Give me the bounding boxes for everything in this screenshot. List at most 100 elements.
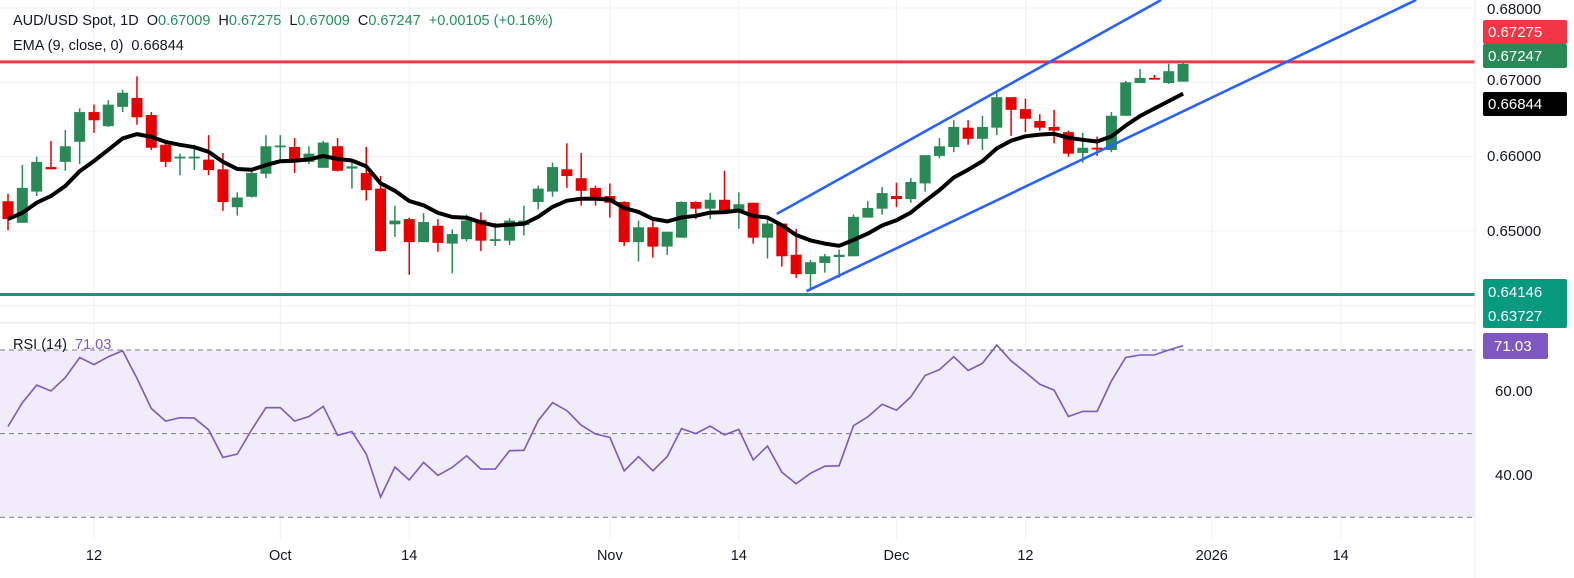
candle bbox=[905, 178, 917, 203]
date-tick: 14 bbox=[731, 548, 747, 564]
candle-body bbox=[618, 202, 630, 243]
candle-body bbox=[976, 126, 988, 139]
candle bbox=[45, 141, 57, 170]
candle bbox=[1163, 63, 1175, 84]
candle-body bbox=[719, 199, 730, 211]
candle-body bbox=[876, 193, 888, 209]
svg-text:71.03: 71.03 bbox=[1494, 338, 1532, 355]
candle bbox=[1148, 74, 1160, 80]
candle bbox=[418, 213, 430, 243]
candle-body bbox=[389, 220, 401, 225]
candle-body bbox=[274, 145, 286, 148]
candle-body bbox=[1048, 126, 1060, 131]
channel-upper-line bbox=[776, 0, 1162, 216]
date-axis[interactable]: 12 Oct 14 Nov 14 Dec 12 2026 14 bbox=[86, 548, 1349, 564]
candle-body bbox=[145, 115, 157, 148]
close-value: 0.67247 bbox=[368, 13, 421, 29]
close-label: C bbox=[357, 13, 369, 29]
candle bbox=[719, 170, 730, 214]
candle bbox=[704, 193, 716, 220]
candle-body bbox=[776, 223, 788, 257]
candle-body bbox=[919, 155, 931, 184]
price-axis[interactable]: 0.68000 0.67275 0.67247 0.67000 0.66844 … bbox=[1483, 1, 1567, 328]
price-tick: 0.68000 bbox=[1487, 1, 1541, 18]
candle bbox=[976, 115, 988, 150]
candle bbox=[59, 129, 71, 171]
candle-body bbox=[1091, 147, 1103, 150]
trend-channel[interactable] bbox=[776, 0, 1417, 293]
support-price-tag: 0.64146 0.63727 bbox=[1483, 279, 1567, 328]
symbol-name: AUD/USD Spot, 1D bbox=[13, 13, 139, 29]
rsi-axis[interactable]: 60.00 40.00 71.03 bbox=[1483, 333, 1548, 484]
candle bbox=[231, 192, 243, 216]
candle-body bbox=[289, 146, 301, 160]
date-tick: Oct bbox=[269, 548, 292, 564]
ema-legend[interactable]: EMA (9, close, 0) 0.66844 bbox=[13, 38, 184, 54]
last-price-tag: 0.67247 bbox=[1483, 44, 1567, 68]
candle-body bbox=[504, 220, 516, 241]
candle bbox=[131, 76, 143, 125]
candle-body bbox=[1177, 63, 1189, 82]
candle bbox=[776, 223, 788, 267]
candle-body bbox=[188, 156, 200, 159]
candle-body bbox=[74, 112, 86, 142]
candle bbox=[847, 214, 859, 257]
high-value: 0.67275 bbox=[228, 13, 282, 29]
candle-body bbox=[633, 227, 645, 243]
candle bbox=[346, 162, 358, 189]
candle bbox=[88, 104, 100, 133]
candle-body bbox=[661, 231, 673, 247]
candle-body bbox=[231, 197, 243, 208]
candle bbox=[332, 138, 344, 172]
date-tick: 14 bbox=[1333, 548, 1349, 564]
candle-body bbox=[375, 188, 387, 252]
candle-body bbox=[203, 159, 215, 171]
candle bbox=[145, 112, 157, 150]
candle-body bbox=[790, 254, 802, 275]
candle bbox=[1120, 80, 1132, 116]
candle-body bbox=[117, 92, 129, 107]
candle-body bbox=[948, 126, 960, 147]
candle bbox=[446, 229, 458, 274]
candle-body bbox=[761, 223, 773, 238]
candle bbox=[919, 155, 931, 192]
rsi-legend[interactable]: RSI (14) 71.03 bbox=[13, 337, 111, 353]
candle bbox=[2, 193, 14, 231]
candle bbox=[804, 259, 816, 289]
candles bbox=[2, 61, 1189, 289]
candle bbox=[475, 212, 487, 252]
candle bbox=[1019, 98, 1031, 133]
candle-body bbox=[461, 220, 473, 240]
rsi-line bbox=[7, 343, 1184, 500]
candle-body bbox=[45, 167, 57, 170]
candle-body bbox=[1005, 97, 1017, 110]
candle bbox=[403, 217, 415, 275]
candle bbox=[590, 185, 602, 206]
ema-price-tag: 0.66844 bbox=[1483, 92, 1567, 116]
horizontal-lines[interactable] bbox=[0, 60, 1475, 296]
ema-label: EMA (9, close, 0) bbox=[13, 38, 124, 54]
date-tick: 14 bbox=[401, 548, 417, 564]
candle bbox=[375, 175, 387, 252]
candle-body bbox=[1105, 115, 1117, 150]
candle-body bbox=[131, 97, 143, 118]
candle-body bbox=[547, 167, 559, 192]
svg-text:0.66844: 0.66844 bbox=[1488, 96, 1542, 113]
candle bbox=[160, 141, 172, 168]
candle bbox=[890, 182, 902, 208]
price-tick: 0.67000 bbox=[1487, 72, 1541, 89]
candle-body bbox=[102, 104, 114, 127]
candle-body bbox=[360, 173, 372, 191]
candle bbox=[360, 146, 372, 201]
open-label: O bbox=[146, 13, 158, 29]
candle bbox=[31, 156, 43, 197]
date-tick: 12 bbox=[1017, 548, 1033, 564]
candle-body bbox=[1163, 71, 1175, 84]
candle-body bbox=[590, 187, 602, 200]
candle bbox=[561, 143, 573, 188]
candle bbox=[102, 100, 114, 127]
symbol-legend[interactable]: AUD/USD Spot, 1D O0.67009 H0.67275 L0.67009… bbox=[13, 13, 553, 29]
candle bbox=[819, 254, 831, 273]
candle bbox=[647, 216, 659, 258]
